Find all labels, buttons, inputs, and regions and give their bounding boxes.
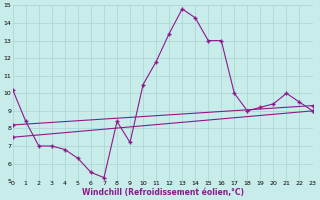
X-axis label: Windchill (Refroidissement éolien,°C): Windchill (Refroidissement éolien,°C): [82, 188, 244, 197]
